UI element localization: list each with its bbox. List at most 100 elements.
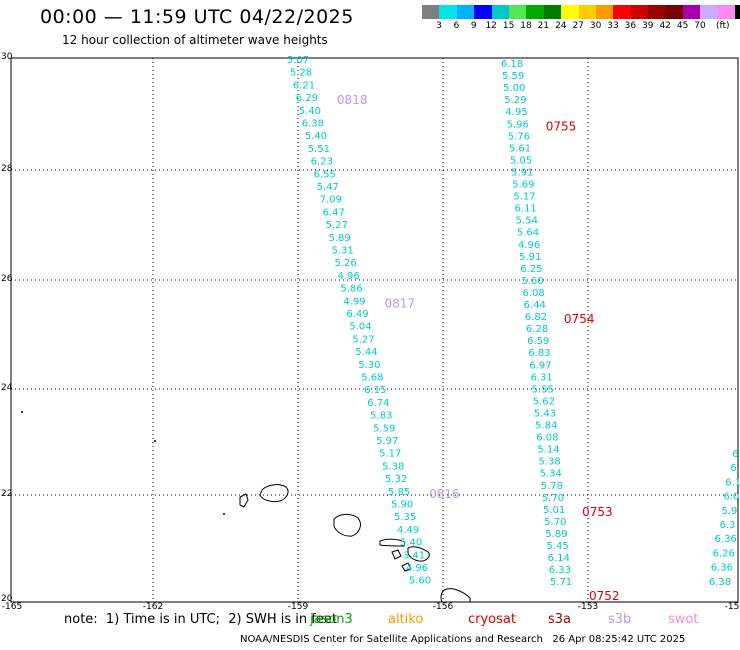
wave-height-value: 5.61 [509,143,531,154]
wave-height-value: 6.1 [725,477,740,488]
scale-swatch [682,5,701,19]
altimeter-tracks: 5.075.286.216.295.406.385.405.516.236.55… [287,55,740,603]
scale-unit: (ft) [716,21,730,31]
longitude-label: -156 [432,602,454,612]
wave-height-value: 5.40 [305,131,327,142]
wave-height-value: 5.43 [534,408,556,419]
map-subtitle: 12 hour collection of altimeter wave hei… [62,33,328,47]
wave-height-value: 6.74 [367,398,389,409]
latitude-label: 22 [1,489,13,499]
wave-height-value: 4.96 [337,271,359,282]
scale-swatch [648,5,666,19]
scale-label: 24 [555,21,567,31]
wave-height-value: 6.26 [713,548,735,559]
wave-height-value: 5.97 [376,436,398,447]
wave-height-value: 5.83 [370,411,392,422]
longitude-label: -153 [577,602,599,612]
scale-label: 3 [436,21,442,31]
wave-height-value: 6.36 [715,534,737,545]
scale-swatch [526,5,544,19]
scale-label: 21 [537,21,550,31]
wave-height-value: 6.25 [520,264,542,275]
wave-height-value: 6.23 [311,157,333,168]
wave-height-value: 6.55 [314,169,336,180]
scale-swatch [474,5,492,19]
oahu-island [333,513,361,537]
wave-height-value: 5.96 [507,119,529,130]
wave-height-value: 6. [730,463,740,474]
wave-height-value: 5.28 [290,68,312,79]
scale-label: 15 [502,21,515,31]
kahoolawe-island [401,562,412,572]
wave-height-value: 5.59 [502,71,524,82]
scale-label: 9 [470,21,477,31]
wave-height-value: 5.17 [379,449,401,460]
wave-height-value: 6.38 [709,577,731,588]
orbit-label: 0816 [429,487,460,501]
wave-height-value: 6.44 [524,300,546,311]
wave-height-value: 5.60 [521,276,543,287]
wave-height-value: 5.35 [394,512,416,523]
scale-swatch [700,5,718,19]
wave-height-value: 5.86 [340,284,362,295]
satellite-cryosat: cryosat [468,612,516,627]
scale-swatch [543,5,562,19]
scale-label: 33 [607,21,619,31]
wave-height-value: 5.71 [550,577,572,588]
niihau-island [239,493,249,508]
wave-height-value: 5.68 [361,373,383,384]
wave-height-value: 6.08 [523,288,545,299]
wave-height-value: 5.04 [349,322,371,333]
scale-label: 12 [485,21,497,31]
wave-height-value: 5.34 [540,469,562,480]
wave-height-value: 5.38 [382,461,404,472]
scale-swatch [735,5,740,19]
map-title: 00:00 — 11:59 UTC 04/22/2025 [40,6,354,28]
orbit-label: 0817 [385,296,416,310]
wave-height-value: 4.95 [505,107,527,118]
wave-height-value: 5.64 [517,228,539,239]
scale-swatch [578,5,596,19]
wave-height-value: 6.82 [525,312,547,323]
satellite-swot: swot [668,612,699,627]
wave-height-value: 5.85 [388,487,410,498]
wave-height-value: 4.49 [397,525,419,536]
orbit-label: 0752 [589,589,620,603]
wave-height-value: 5.51 [308,144,330,155]
latitude-label: 24 [1,383,13,393]
scale-label: 70 [694,21,706,31]
latitude-label: 28 [1,164,13,174]
wave-height-value: 5.90 [391,500,413,511]
wave-height-value: 4.96 [518,240,540,251]
scale-swatch [717,5,736,19]
wave-height-value: 5.27 [326,220,348,231]
scale-label: 6 [453,21,460,31]
wave-height-value: 6.31 [530,372,552,383]
wave-height-value: 5.14 [537,445,559,456]
scale-swatch [630,5,649,19]
hawaii-big-island [440,588,471,603]
wave-height-value: 5.44 [355,347,377,358]
scale-label: 36 [624,21,637,31]
footnote: note: 1) Time is in UTC; 2) SWH is in fe… [64,612,337,627]
wave-height-value: 6.08 [536,433,558,444]
wave-height-value: 4.99 [343,296,365,307]
wave-height-value: 6.3 [720,520,736,531]
scale-swatch [422,5,440,19]
wave-height-value: 5.07 [287,55,309,66]
wave-height-value: 6.33 [549,565,571,576]
scale-swatch [439,5,457,19]
orbit-label: 0755 [546,119,577,133]
wave-height-value: 5.45 [546,541,568,552]
wave-height-value: 5.47 [317,182,339,193]
wave-height-value: 6.11 [515,204,537,215]
kauai-island [259,484,289,503]
wave-height-value: 6.97 [529,360,551,371]
wave-height-value: 5.55 [532,384,554,395]
maui-island [407,546,430,562]
wave-height-value: 5.89 [545,529,567,540]
wave-height-value: 5.27 [352,334,374,345]
wave-height-value: 5.69 [512,180,534,191]
wave-height-value: 7.09 [320,195,342,206]
